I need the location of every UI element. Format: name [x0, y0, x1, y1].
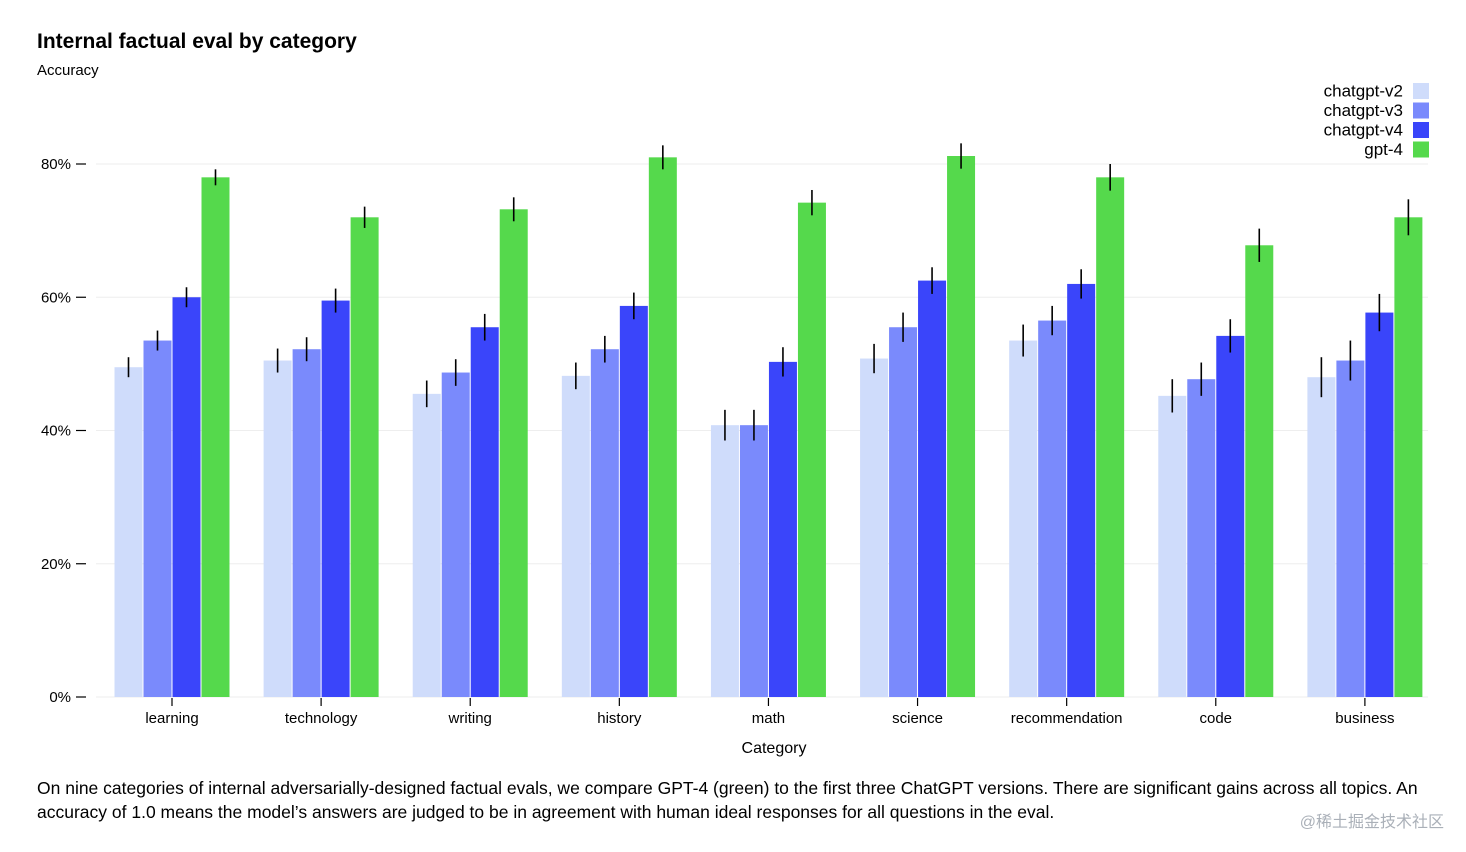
bar-chatgpt-v2-writing	[412, 393, 441, 697]
bar-chatgpt-v3-writing	[441, 372, 470, 697]
legend-label: chatgpt-v3	[1324, 101, 1403, 120]
bar-gpt-4-code	[1245, 245, 1274, 697]
x-tick-label: history	[597, 710, 642, 727]
figure-caption: On nine categories of internal adversari…	[37, 778, 1418, 822]
bar-chatgpt-v2-math	[710, 425, 739, 697]
bar-chatgpt-v3-history	[590, 349, 619, 697]
watermark: @稀土掘金技术社区	[1299, 814, 1444, 831]
x-axis: learning technology writing history math scie…	[145, 698, 1394, 727]
bar-chatgpt-v3-math	[739, 425, 768, 697]
error-bars	[127, 143, 1410, 441]
bar-chatgpt-v4-math	[768, 361, 797, 697]
bars	[114, 156, 1423, 698]
x-tick-label: code	[1200, 710, 1233, 727]
x-tick-label: writing	[448, 710, 492, 727]
y-tick-label: 20%	[41, 556, 71, 573]
legend-swatch-chatgpt-v4	[1413, 122, 1429, 138]
chart-title: Internal factual eval by category	[37, 30, 357, 53]
bar-chatgpt-v2-recommendation	[1009, 340, 1038, 697]
x-tick-label: science	[892, 710, 943, 727]
bar-gpt-4-learning	[201, 177, 230, 697]
bar-chatgpt-v4-history	[619, 305, 648, 697]
legend-swatch-chatgpt-v3	[1413, 102, 1429, 119]
y-axis-label: Accuracy	[37, 62, 99, 79]
legend-swatch-gpt-4	[1413, 141, 1429, 158]
bar-chatgpt-v4-business	[1365, 312, 1394, 697]
bar-chatgpt-v3-science	[889, 327, 918, 697]
legend-label: chatgpt-v2	[1324, 82, 1403, 101]
bar-gpt-4-writing	[499, 209, 528, 697]
bar-chatgpt-v2-history	[561, 375, 590, 697]
bar-chatgpt-v4-writing	[470, 327, 499, 697]
bar-gpt-4-science	[947, 156, 976, 697]
x-tick-label: recommendation	[1011, 710, 1123, 727]
bar-chatgpt-v4-code	[1216, 335, 1245, 697]
x-tick-label: math	[752, 710, 785, 727]
bar-chatgpt-v4-recommendation	[1067, 283, 1096, 697]
bar-chatgpt-v4-technology	[321, 300, 350, 697]
legend-swatch-chatgpt-v2	[1413, 83, 1429, 99]
legend-label: gpt-4	[1364, 140, 1403, 159]
bar-gpt-4-math	[797, 202, 826, 697]
y-axis: 0% 20% 40% 60% 80%	[41, 156, 86, 706]
bar-chatgpt-v3-learning	[143, 340, 172, 697]
bar-gpt-4-business	[1394, 217, 1423, 698]
y-tick-label: 80%	[41, 156, 71, 173]
bar-chatgpt-v2-technology	[263, 360, 292, 697]
legend-label: chatgpt-v4	[1324, 121, 1403, 140]
bar-chatgpt-v3-code	[1187, 379, 1216, 697]
bar-chatgpt-v4-science	[918, 280, 947, 697]
bar-chatgpt-v3-technology	[292, 349, 321, 697]
y-tick-label: 60%	[41, 289, 71, 306]
bar-chatgpt-v2-science	[860, 358, 889, 697]
x-axis-title: Category	[742, 740, 807, 757]
x-tick-label: technology	[285, 710, 358, 727]
bar-chatgpt-v2-learning	[114, 367, 143, 697]
y-tick-label: 40%	[41, 423, 71, 440]
bar-chatgpt-v3-recommendation	[1038, 320, 1067, 697]
bar-gpt-4-history	[648, 157, 677, 697]
bar-chatgpt-v2-business	[1307, 377, 1336, 697]
bar-chatgpt-v3-business	[1336, 360, 1365, 697]
y-tick-label: 0%	[49, 689, 71, 706]
x-tick-label: learning	[145, 710, 198, 727]
bar-chart: 0% 20% 40% 60% 80% learning technology writing…	[41, 82, 1429, 757]
bar-chatgpt-v2-code	[1158, 395, 1187, 697]
x-tick-label: business	[1335, 710, 1394, 727]
bar-gpt-4-recommendation	[1096, 177, 1125, 697]
bar-gpt-4-technology	[350, 217, 379, 698]
bar-chatgpt-v4-learning	[172, 297, 201, 697]
